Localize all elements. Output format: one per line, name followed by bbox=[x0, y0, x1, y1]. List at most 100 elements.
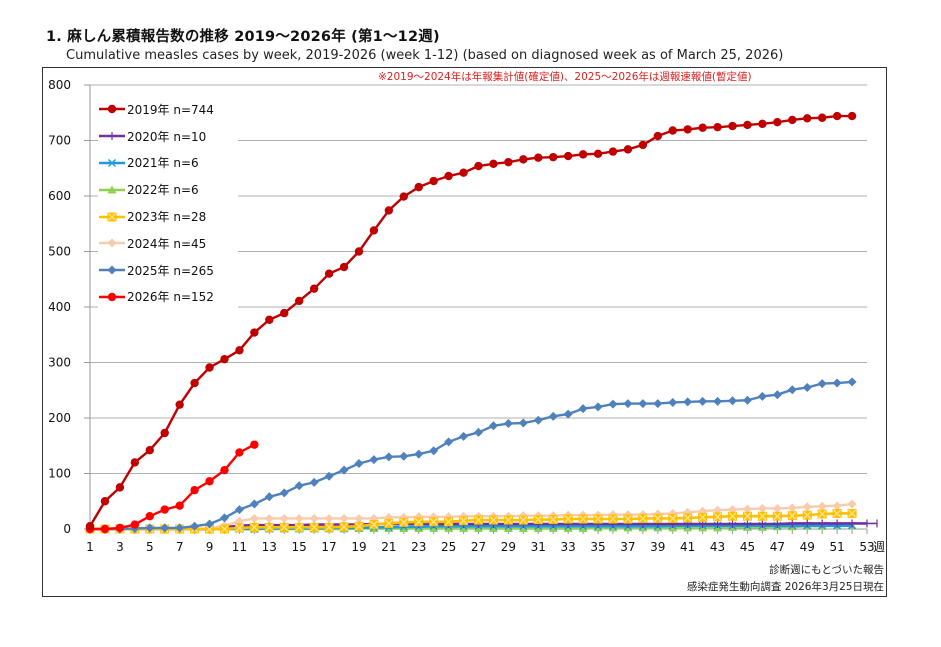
data-point bbox=[324, 471, 334, 481]
legend-item: 2020年 n=10 bbox=[98, 123, 238, 150]
series-line bbox=[90, 502, 853, 531]
data-point bbox=[802, 510, 812, 520]
y-tick-label: 400 bbox=[48, 300, 71, 314]
data-point bbox=[653, 513, 663, 523]
x-tick-label: 9 bbox=[206, 540, 214, 554]
x-tick-label: 53 bbox=[859, 540, 874, 554]
series-line bbox=[88, 114, 853, 527]
data-point bbox=[488, 515, 498, 525]
data-point bbox=[205, 363, 214, 372]
y-tick-label: 800 bbox=[48, 78, 71, 92]
data-point bbox=[847, 377, 857, 387]
data-point bbox=[279, 513, 289, 523]
legend-marker bbox=[107, 238, 117, 248]
legend-marker bbox=[107, 265, 117, 275]
data-point bbox=[205, 524, 215, 534]
data-point bbox=[638, 513, 648, 523]
legend-marker bbox=[107, 212, 117, 222]
data-point bbox=[190, 378, 199, 388]
data-source-note: ※2019～2024年は年報集計値(確定値)、2025～2026年は週報速報値(… bbox=[378, 71, 752, 83]
data-point bbox=[264, 513, 274, 523]
data-point bbox=[503, 515, 513, 525]
legend-label: 2021年 n=6 bbox=[127, 156, 199, 171]
data-point bbox=[324, 522, 334, 532]
y-tick-label: 200 bbox=[48, 411, 71, 425]
footer-note-survey-date: 感染症発生動向調査 2026年3月25日現在 bbox=[686, 581, 884, 593]
data-point bbox=[653, 399, 663, 409]
data-point bbox=[772, 390, 782, 400]
data-point bbox=[234, 523, 244, 533]
legend-swatch-icon bbox=[99, 158, 125, 167]
data-point bbox=[429, 446, 439, 456]
data-point bbox=[743, 120, 752, 130]
data-point bbox=[668, 513, 678, 523]
legend-item: 2022年 n=6 bbox=[98, 176, 238, 203]
data-point bbox=[817, 501, 827, 511]
data-point bbox=[832, 508, 842, 518]
data-point bbox=[683, 397, 693, 407]
data-point bbox=[474, 515, 483, 525]
data-point bbox=[444, 171, 453, 181]
data-point bbox=[548, 411, 558, 421]
series-2023 bbox=[85, 508, 857, 534]
data-point bbox=[339, 262, 349, 272]
data-point bbox=[354, 521, 364, 531]
data-point bbox=[444, 517, 454, 527]
data-point bbox=[817, 379, 827, 389]
data-point bbox=[578, 514, 588, 524]
legend-item: 2026年 n=152 bbox=[98, 284, 238, 311]
data-point bbox=[474, 161, 483, 171]
data-point bbox=[399, 192, 408, 201]
x-tick-label: 43 bbox=[710, 540, 725, 554]
data-point bbox=[847, 508, 857, 518]
data-point bbox=[235, 346, 244, 355]
data-point bbox=[668, 397, 678, 407]
data-point bbox=[249, 522, 259, 532]
data-point bbox=[503, 419, 513, 429]
data-point bbox=[444, 437, 454, 447]
legend-item: 2023年 n=28 bbox=[98, 203, 238, 230]
x-tick-label: 13 bbox=[262, 540, 277, 554]
data-point bbox=[518, 418, 528, 428]
data-point bbox=[563, 151, 573, 161]
data-point bbox=[518, 515, 528, 525]
data-point bbox=[773, 117, 782, 127]
data-point bbox=[384, 518, 394, 528]
data-point bbox=[772, 511, 782, 521]
data-point bbox=[757, 511, 767, 521]
data-point bbox=[787, 511, 797, 521]
legend-label: 2026年 n=152 bbox=[127, 290, 214, 305]
data-point bbox=[115, 523, 125, 533]
data-point bbox=[294, 481, 304, 491]
legend-label: 2020年 n=10 bbox=[127, 129, 207, 144]
data-point bbox=[698, 123, 707, 132]
data-point bbox=[653, 131, 663, 141]
data-point bbox=[220, 465, 229, 475]
y-tick-label: 600 bbox=[48, 189, 71, 203]
data-point bbox=[459, 168, 468, 177]
data-point bbox=[205, 477, 214, 486]
data-point bbox=[160, 428, 169, 438]
x-tick-label: 21 bbox=[381, 540, 396, 554]
data-point bbox=[384, 452, 394, 462]
data-point bbox=[788, 115, 797, 125]
series-line bbox=[90, 380, 853, 531]
data-point bbox=[130, 458, 140, 467]
x-tick-label: 19 bbox=[351, 540, 366, 554]
data-point bbox=[414, 182, 423, 192]
x-tick-label: 49 bbox=[800, 540, 815, 554]
data-point bbox=[235, 448, 244, 457]
legend-swatch-icon bbox=[99, 292, 125, 302]
x-tick-label: 47 bbox=[770, 540, 785, 554]
x-tick-label: 37 bbox=[620, 540, 635, 554]
data-point bbox=[309, 522, 319, 532]
data-point bbox=[234, 505, 244, 515]
data-point bbox=[802, 502, 812, 512]
legend-label: 2024年 n=45 bbox=[127, 236, 207, 251]
data-point bbox=[249, 499, 259, 509]
x-tick-label: 3 bbox=[116, 540, 124, 554]
data-point bbox=[772, 503, 782, 513]
data-point bbox=[608, 399, 618, 409]
data-point bbox=[324, 513, 334, 523]
